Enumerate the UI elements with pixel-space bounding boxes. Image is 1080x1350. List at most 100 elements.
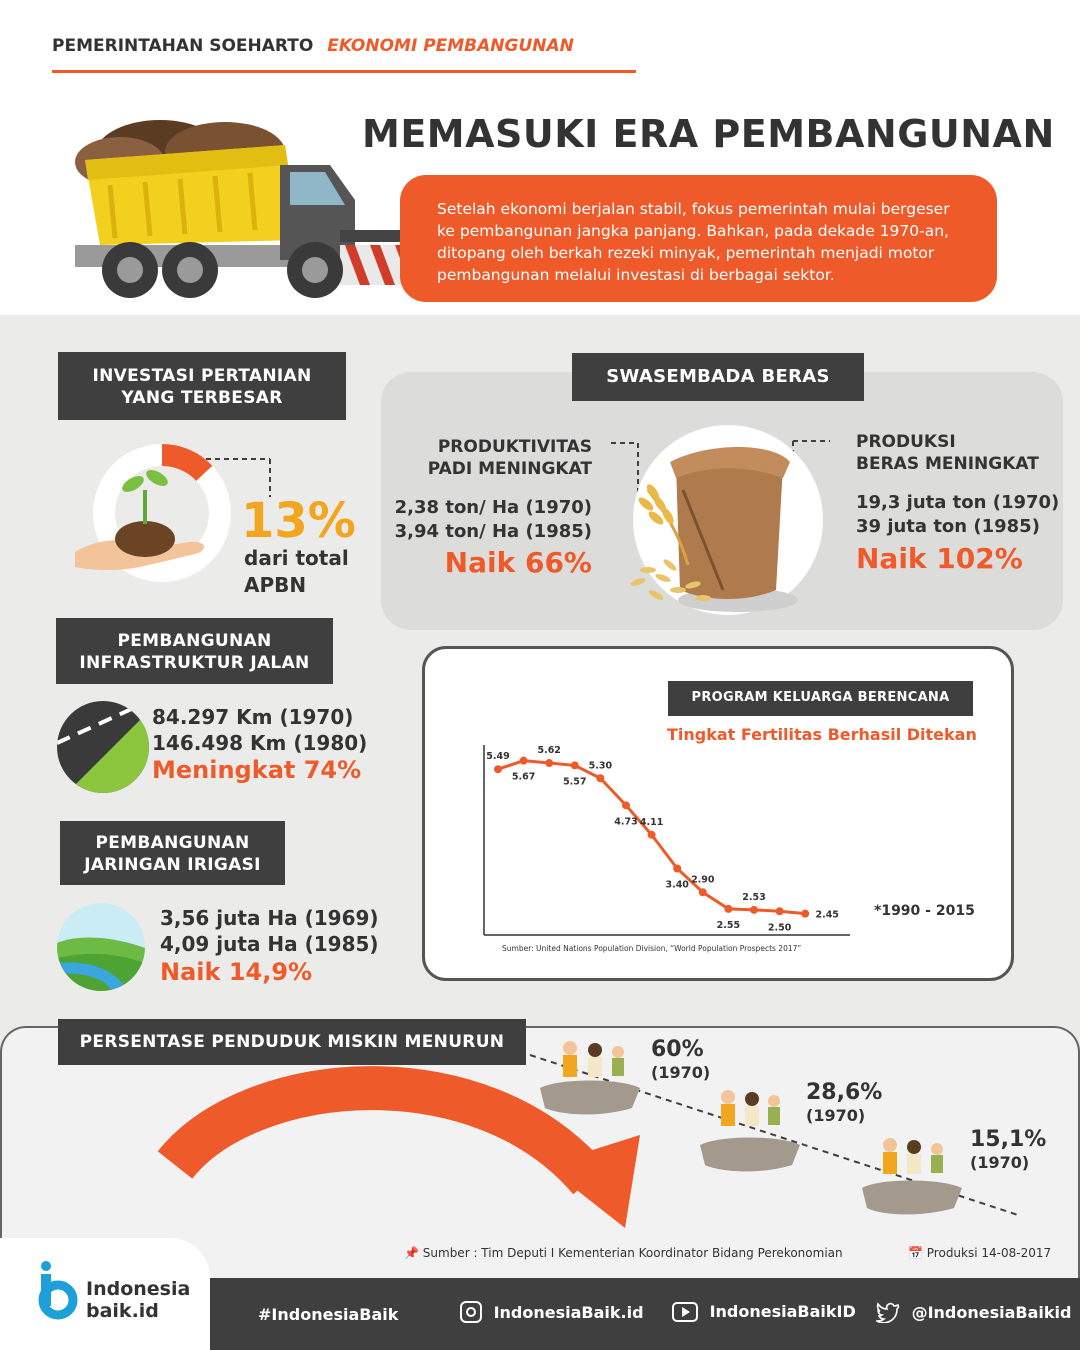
fertility-data-label: 5.67	[512, 772, 535, 783]
rice-left-title: PRODUKTIVITAS PADI MENINGKAT	[394, 436, 592, 480]
rice-right-result: Naik 102%	[856, 542, 1023, 575]
header-category: PEMERINTAHAN SOEHARTO	[52, 36, 314, 56]
fertility-data-label: 5.62	[537, 745, 560, 756]
header-subcategory: EKONOMI PEMBANGUNAN	[327, 36, 574, 56]
intro-line: pembangunan melalui investasi di berbaga…	[437, 266, 835, 284]
rice-right-value: 19,3 juta ton (1970)	[856, 492, 1060, 513]
kb-source: Sumber: United Nations Population Divisi…	[502, 944, 802, 953]
soil-icon	[115, 521, 175, 557]
header: PEMERINTAHAN SOEHARTO EKONOMI PEMBANGUNA…	[52, 36, 574, 56]
poverty-year: (1970)	[806, 1106, 866, 1125]
island-2	[700, 1090, 800, 1172]
fertility-point	[647, 830, 656, 839]
rice-right-value: 39 juta ton (1985)	[856, 516, 1040, 537]
trend-line	[529, 1054, 1019, 1216]
fertility-point	[570, 761, 579, 770]
indonesiabaik-logo-icon	[38, 1261, 78, 1320]
fertility-data-label: 4.11	[640, 817, 663, 828]
agri-donut-chart	[75, 444, 271, 582]
donut-slice	[161, 444, 213, 482]
youtube-icon	[672, 1301, 698, 1322]
fertility-data-label: 2.45	[815, 910, 838, 921]
poverty-item-3: 15,1% (1970)	[970, 1128, 1046, 1174]
footer-youtube-link[interactable]: IndonesiaBaikID	[672, 1301, 856, 1322]
leaf-icon	[146, 470, 168, 486]
roads-value: 84.297 Km (1970)	[152, 705, 354, 729]
rice-left-result: Naik 66%	[444, 546, 592, 579]
fertility-point	[698, 888, 707, 897]
roads-values: 84.297 Km (1970) 146.498 Km (1980)	[152, 704, 367, 756]
instagram-icon	[460, 1301, 482, 1323]
poverty-value: 60%	[651, 1037, 704, 1062]
kb-subtitle: Tingkat Fertilitas Berhasil Ditekan	[667, 725, 977, 744]
agri-desc-line: dari total	[244, 546, 349, 570]
kb-period: *1990 - 2015	[874, 903, 975, 919]
fertility-point	[750, 905, 758, 914]
kb-heading: PROGRAM KELUARGA BERENCANA	[668, 681, 973, 716]
intro-line: Setelah ekonomi berjalan stabil, fokus p…	[437, 200, 950, 218]
irrigation-value: 3,56 juta Ha (1969)	[160, 906, 379, 930]
rice-right-values: 19,3 juta ton (1970) 39 juta ton (1985)	[856, 491, 1059, 539]
intro-text: Setelah ekonomi berjalan stabil, fokus p…	[437, 198, 950, 286]
fertility-data-label: 2.53	[742, 892, 765, 903]
rice-stalk-icon	[638, 484, 674, 525]
roads-title: INFRASTRUKTUR JALAN	[79, 653, 310, 673]
dump-truck-illustration	[75, 120, 415, 298]
rice-left-value: 2,38 ton/ Ha (1970)	[394, 497, 592, 518]
fertility-data-label: 5.49	[486, 751, 509, 762]
poverty-value: 28,6%	[806, 1080, 883, 1105]
rice-left-value: 3,94 ton/ Ha (1985)	[394, 521, 592, 542]
poverty-year: (1970)	[651, 1063, 711, 1082]
instagram-handle: IndonesiaBaik.id	[493, 1302, 644, 1322]
agri-desc-line: APBN	[244, 573, 307, 597]
fertility-point	[545, 759, 554, 768]
agri-percent: 13%	[241, 493, 356, 549]
fertility-point	[519, 756, 528, 765]
header-underline	[52, 70, 636, 73]
rice-left-values: 2,38 ton/ Ha (1970) 3,94 ton/ Ha (1985)	[370, 496, 592, 544]
fertility-data-label: 5.57	[563, 776, 586, 787]
irrigation-values: 3,56 juta Ha (1969) 4,09 juta Ha (1985)	[160, 905, 379, 957]
agri-title: INVESTASI PERTANIAN	[92, 366, 312, 386]
intro-line: ke pembangunan jangka panjang. Bahkan, p…	[437, 222, 949, 240]
agri-desc: dari total APBN	[244, 545, 349, 599]
roads-title: PEMBANGUNAN	[117, 631, 272, 651]
pin-icon: 📌	[404, 1246, 419, 1260]
twitter-icon	[873, 1302, 900, 1324]
fertility-data-label: 5.30	[589, 760, 613, 771]
fertility-point	[724, 904, 733, 913]
credits-source: 📌 Sumber : Tim Deputi I Kementerian Koor…	[404, 1246, 843, 1260]
poverty-illustration	[157, 1041, 1019, 1228]
footer-instagram-link[interactable]: IndonesiaBaik.id	[460, 1301, 644, 1323]
island-3	[862, 1138, 962, 1215]
footer-logo-text: Indonesia baik.id	[86, 1278, 190, 1322]
poverty-item-1: 60% (1970)	[651, 1038, 710, 1084]
fertility-point	[494, 765, 502, 774]
irrigation-title: JARINGAN IRIGASI	[84, 855, 261, 875]
irrigation-result: Naik 14,9%	[160, 958, 313, 986]
roads-value: 146.498 Km (1980)	[152, 731, 368, 755]
twitter-handle: @IndonesiaBaikid	[911, 1302, 1072, 1322]
irrigation-value: 4,09 juta Ha (1985)	[160, 932, 379, 956]
poverty-item-2: 28,6% (1970)	[806, 1081, 882, 1127]
intro-line: ditopang oleh berkah rezeki minyak, peme…	[437, 244, 935, 262]
fertility-data-label: 4.73	[614, 816, 637, 827]
fertility-data-label: 3.40	[665, 880, 689, 891]
roads-result: Meningkat 74%	[152, 756, 362, 784]
footer-hashtag[interactable]: #IndonesiaBaik	[258, 1305, 399, 1324]
rice-grains-icon	[630, 559, 711, 601]
rice-right-title-line: PRODUKSI	[856, 432, 956, 452]
road-icon	[57, 701, 149, 793]
roads-heading: PEMBANGUNAN INFRASTRUKTUR JALAN	[56, 618, 333, 684]
fertility-point	[622, 801, 630, 810]
rice-sack-illustration	[611, 425, 830, 615]
intro-box	[400, 175, 997, 302]
footer-twitter-link[interactable]: @IndonesiaBaikid	[873, 1301, 1072, 1324]
irrigation-icon	[57, 903, 145, 991]
fertility-data-label: 2.55	[717, 920, 740, 931]
fertility-data-label: 2.90	[691, 874, 715, 885]
poverty-value: 15,1%	[970, 1127, 1047, 1152]
fertility-line-chart: 5.495.67 5.62 5.575.30 4.73 4.11 3.40 2.90 2.55…	[483, 745, 850, 936]
rice-right-title-line: BERAS MENINGKAT	[856, 454, 1039, 474]
rice-right-title: PRODUKSI BERAS MENINGKAT	[856, 431, 1039, 475]
